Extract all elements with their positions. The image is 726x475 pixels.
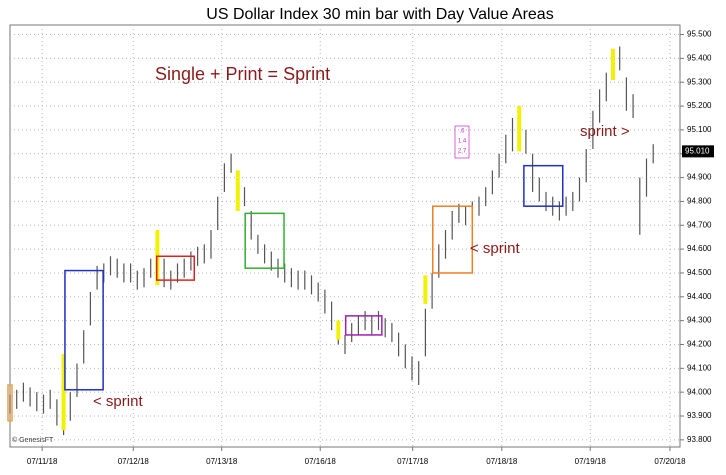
x-tick-label: 07/16/18 bbox=[305, 457, 337, 466]
y-tick-label: 93.900 bbox=[687, 411, 712, 420]
y-tick-label: 94.000 bbox=[687, 387, 712, 396]
value-area bbox=[432, 205, 474, 274]
x-tick-label: 07/18/18 bbox=[486, 457, 518, 466]
y-tick-label: 94.800 bbox=[687, 197, 712, 206]
value-area bbox=[344, 315, 383, 336]
annotation: < sprint bbox=[93, 393, 143, 410]
y-tick-label: 95.300 bbox=[687, 77, 712, 86]
y-tick-label: 94.700 bbox=[687, 220, 712, 229]
x-tick-label: 07/17/18 bbox=[397, 457, 429, 466]
last-price-label: 95.010 bbox=[685, 146, 710, 155]
label-box bbox=[454, 125, 470, 159]
x-tick-label: 07/12/18 bbox=[118, 457, 150, 466]
single-print bbox=[611, 48, 615, 80]
annotation: < sprint bbox=[470, 240, 520, 257]
plot-area bbox=[9, 24, 681, 448]
y-tick-label: 94.200 bbox=[687, 340, 712, 349]
value-area bbox=[64, 269, 104, 391]
y-tick-label: 94.500 bbox=[687, 268, 712, 277]
box-label: 2.7 bbox=[458, 149, 467, 155]
box-label: 1.4 bbox=[458, 139, 467, 145]
y-tick-label: 95.200 bbox=[687, 101, 712, 110]
y-tick-label: 95.400 bbox=[687, 53, 712, 62]
chart-title: US Dollar Index 30 min bar with Day Valu… bbox=[206, 6, 553, 23]
y-tick-label: 94.400 bbox=[687, 292, 712, 301]
x-tick-label: 07/11/18 bbox=[27, 457, 58, 466]
value-area bbox=[244, 212, 285, 269]
y-tick-label: 95.500 bbox=[687, 30, 712, 39]
value-area bbox=[7, 384, 13, 422]
subtitle: Single + Print = Sprint bbox=[155, 64, 330, 84]
x-tick-label: 07/20/18 bbox=[654, 457, 686, 466]
y-tick-label: 94.900 bbox=[687, 173, 712, 182]
y-tick-label: 94.300 bbox=[687, 316, 712, 325]
box-label: .6 bbox=[459, 129, 465, 135]
value-area bbox=[155, 255, 195, 281]
single-print bbox=[423, 275, 428, 304]
credit: © GenesisFT bbox=[12, 436, 54, 444]
x-tick-label: 07/13/18 bbox=[206, 457, 238, 466]
last-price-box bbox=[682, 145, 714, 158]
annotation: sprint > bbox=[580, 123, 630, 140]
x-tick-label: 07/19/18 bbox=[575, 457, 607, 466]
single-print bbox=[61, 354, 66, 431]
value-area bbox=[523, 164, 564, 207]
y-tick-label: 93.800 bbox=[687, 435, 712, 444]
y-tick-label: 94.600 bbox=[687, 244, 712, 253]
single-print bbox=[235, 170, 240, 211]
y-tick-label: 94.100 bbox=[687, 363, 712, 372]
single-print bbox=[336, 320, 341, 340]
y-tick-label: 95.100 bbox=[687, 125, 712, 134]
single-print bbox=[517, 106, 522, 152]
